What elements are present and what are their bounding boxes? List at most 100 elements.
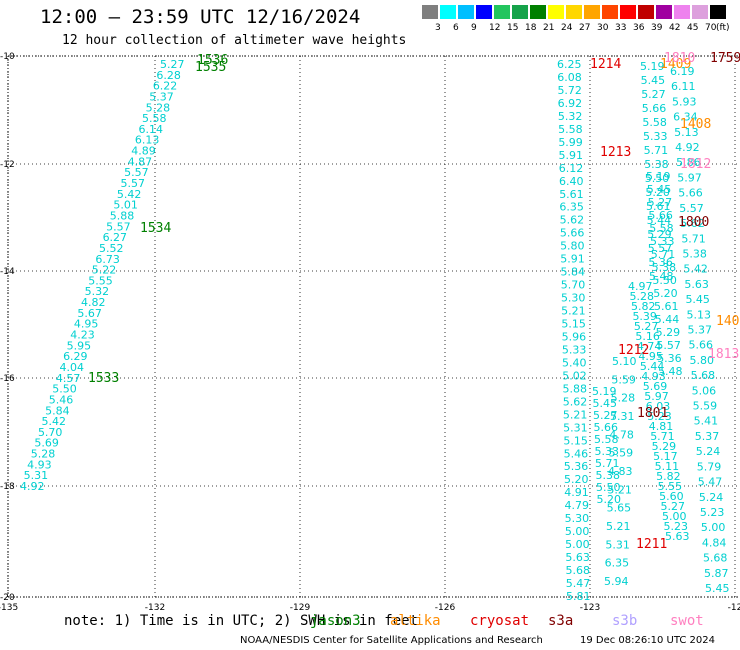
track-a-value: 4.57	[56, 372, 80, 385]
generated-date: 19 Dec 08:26:10 UTC 2024	[580, 635, 715, 646]
track-c-value: 5.65	[607, 502, 632, 515]
satellite-name: swot	[670, 613, 704, 629]
legend-label: 45	[687, 23, 699, 33]
track-e-value: 4.74	[637, 340, 662, 353]
dense-track-value: 5.38	[596, 469, 621, 482]
track-a-value: 5.57	[106, 220, 130, 233]
dense-track-value: 5.66	[648, 209, 673, 222]
legend-label: 33	[615, 23, 627, 33]
dense-track-value: 5.29	[656, 326, 681, 339]
dense-track-value: 5.71	[651, 248, 676, 261]
track-b-value: 5.15	[563, 434, 588, 447]
track-b-value: 5.72	[557, 84, 582, 97]
legend-swatch	[656, 5, 672, 19]
pass-time-label: 1533	[88, 371, 119, 386]
dense-track-value: 5.66	[594, 421, 619, 434]
track-d-value: 5.68	[703, 552, 728, 565]
track-b-value: 5.81	[566, 590, 591, 603]
track-a-value: 4.87	[128, 155, 153, 168]
track-a-value: 5.95	[67, 339, 92, 352]
track-d-value: 5.38	[682, 247, 707, 260]
track-e-value: 5.82	[631, 300, 656, 313]
track-d-value: 5.68	[691, 369, 716, 382]
legend-swatch	[620, 5, 636, 19]
track-a-value: 4.23	[70, 329, 95, 342]
track-b-value: 6.12	[559, 162, 584, 175]
track-c-value: 5.28	[611, 392, 636, 405]
track-d-value: 5.66	[678, 187, 703, 200]
track-d-value: 5.24	[696, 445, 721, 458]
legend-label: 21	[543, 23, 555, 33]
legend-swatch	[566, 5, 582, 19]
legend-label: 36	[633, 23, 645, 33]
lat-tick-label: -20	[0, 593, 15, 603]
track-a-value: 6.27	[103, 231, 128, 244]
track-b-value: 6.92	[558, 97, 583, 110]
legend-swatch	[674, 5, 690, 19]
track-b-value: 5.91	[559, 149, 584, 162]
pass-time-label: 1211	[636, 537, 667, 552]
dense-track-value: 5.66	[642, 102, 667, 115]
track-c-value: 5.31	[610, 410, 635, 423]
track-a-value: 5.67	[77, 307, 102, 320]
track-c-value: 5.59	[609, 447, 634, 460]
dense-track-value: 5.57	[656, 339, 681, 352]
dense-track-value: 5.36	[657, 352, 682, 365]
pass-time-label: 1812	[680, 157, 711, 172]
track-d-value: 5.59	[693, 400, 718, 413]
legend-swatch	[458, 5, 474, 19]
legend-label: 30	[597, 23, 609, 33]
track-d-value: 5.24	[699, 491, 724, 504]
track-b-value: 5.88	[562, 382, 587, 395]
legend-swatch	[692, 5, 708, 19]
footer-note: note: 1) Time is in UTC; 2) SWH is in fe…	[64, 613, 419, 629]
track-a-value: 5.01	[113, 199, 138, 212]
track-b-value: 5.31	[563, 421, 588, 434]
track-b-value: 5.00	[565, 538, 590, 551]
pass-time-label: 140	[716, 314, 739, 329]
pass-time-label: 1801	[637, 406, 668, 421]
lon-tick-label: -126	[435, 603, 456, 613]
lon-tick-label: -12	[728, 603, 740, 613]
legend-label: 15	[507, 23, 519, 33]
lon-tick-label: -135	[0, 603, 18, 613]
track-d-value: 6.19	[670, 65, 695, 78]
track-a-value: 5.57	[124, 166, 149, 179]
pass-time-label: 1800	[678, 215, 709, 230]
dense-track-value: 5.50	[596, 481, 621, 494]
satellite-name: s3b	[612, 613, 638, 629]
track-e-value: 5.16	[635, 330, 660, 343]
credit-line: NOAA/NESDIS Center for Satellite Applica…	[240, 635, 543, 646]
dense-track-value: 5.19	[592, 385, 617, 398]
lat-tick-label: -10	[0, 52, 15, 62]
dense-track-value: 5.45	[593, 397, 618, 410]
track-b-value: 5.46	[564, 447, 589, 460]
track-d-value: 5.62	[680, 217, 705, 230]
track-c-value: 5.31	[605, 538, 630, 551]
track-d-value: 5.80	[690, 354, 715, 367]
track-a-value: 5.37	[149, 90, 174, 103]
track-e-value: 5.27	[661, 500, 686, 513]
track-d-value: 5.47	[698, 476, 723, 489]
dense-track-value: 5.57	[648, 242, 673, 255]
track-e-value: 4.81	[649, 420, 674, 433]
dense-track-value: 5.44	[655, 313, 680, 326]
legend-label: 42	[669, 23, 681, 33]
track-b-value: 5.96	[562, 330, 587, 343]
track-a-value: 5.22	[92, 264, 117, 277]
track-a-value: 5.50	[52, 383, 77, 396]
lon-tick-label: -123	[580, 603, 600, 613]
legend-label: 70	[705, 23, 717, 33]
dense-track-value: 5.36	[648, 256, 673, 269]
satellite-name: s3a	[548, 613, 574, 629]
map-title: 12:00 – 23:59 UTC 12/16/2024	[40, 6, 361, 28]
track-b-value: 5.00	[565, 525, 590, 538]
track-a-value: 6.29	[63, 350, 87, 363]
satellite-name: altika	[390, 613, 441, 629]
dense-track-value: 5.61	[654, 300, 679, 313]
dense-track-value: 5.19	[646, 170, 671, 183]
legend-label: 3	[435, 23, 441, 33]
lat-tick-label: -12	[0, 160, 15, 170]
track-e-value: 5.28	[629, 290, 654, 303]
